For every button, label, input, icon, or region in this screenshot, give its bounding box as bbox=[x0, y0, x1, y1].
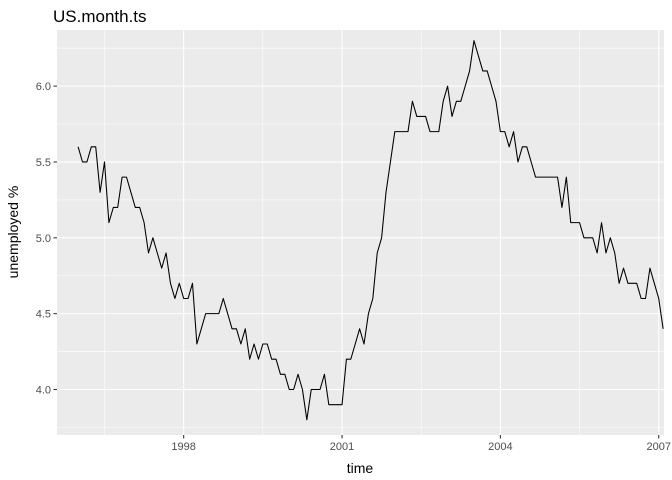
y-tick-label: 5.5 bbox=[36, 157, 51, 169]
major-gridlines bbox=[57, 30, 664, 435]
y-tick-label: 4.5 bbox=[36, 309, 51, 321]
chart-title: US.month.ts bbox=[53, 7, 147, 26]
x-tick-label: 2004 bbox=[488, 441, 512, 453]
x-axis-title: time bbox=[347, 460, 374, 476]
x-tick-label: 2007 bbox=[646, 441, 670, 453]
minor-gridlines bbox=[57, 30, 664, 435]
plot-panel bbox=[57, 30, 664, 435]
x-tick-label: 1998 bbox=[171, 441, 195, 453]
x-tick-label: 2001 bbox=[330, 441, 354, 453]
y-axis: 4.0 4.5 5.0 5.5 6.0 bbox=[36, 81, 57, 396]
y-tick-label: 4.0 bbox=[36, 384, 51, 396]
y-tick-label: 6.0 bbox=[36, 81, 51, 93]
y-tick-label: 5.0 bbox=[36, 233, 51, 245]
y-axis-title: unemployed % bbox=[5, 186, 21, 279]
x-axis: 1998 2001 2004 2007 bbox=[171, 435, 671, 453]
series-line bbox=[77, 40, 664, 421]
